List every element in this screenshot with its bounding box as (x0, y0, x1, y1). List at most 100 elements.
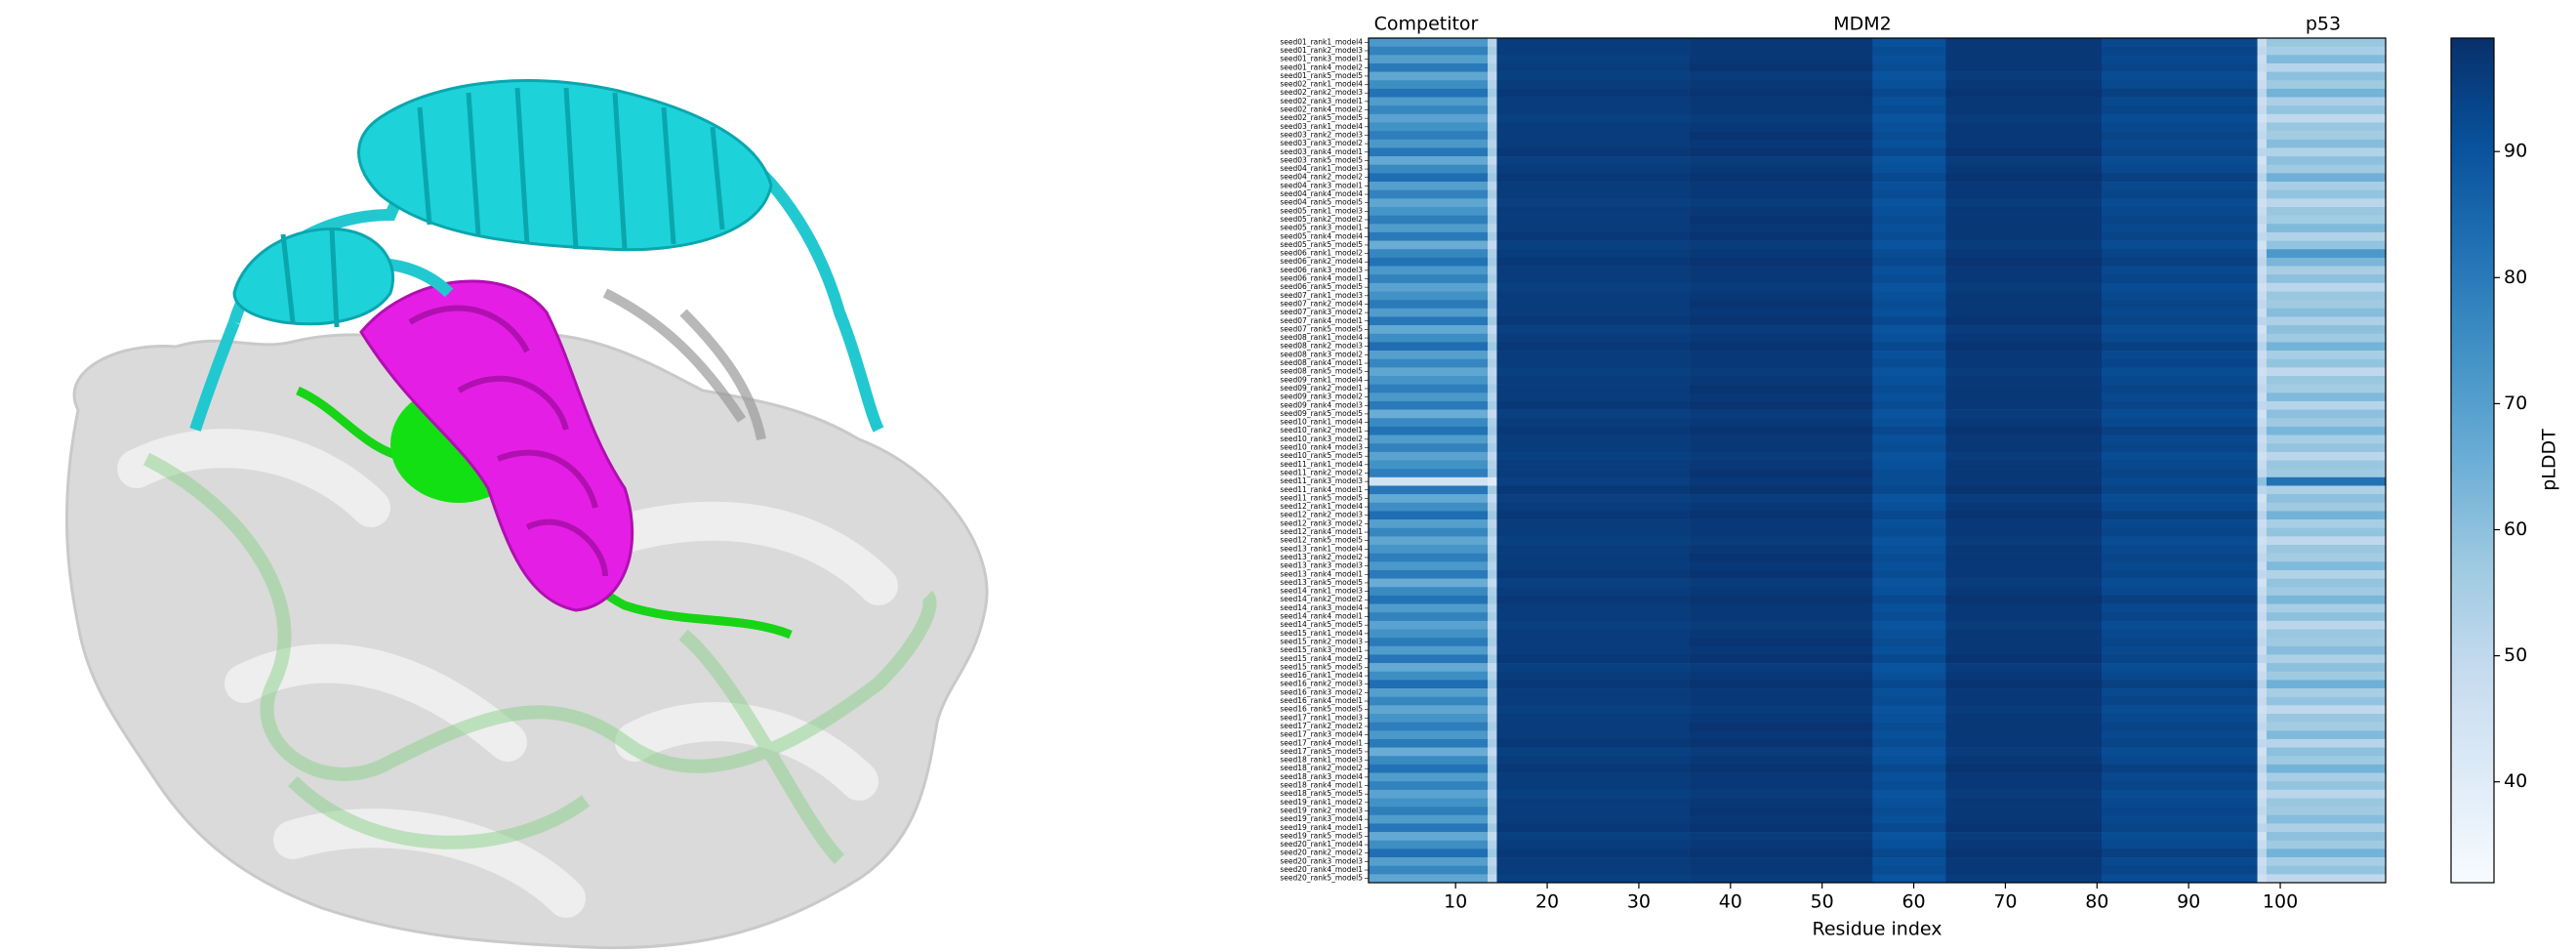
heatmap-cell (1690, 494, 1873, 503)
heatmap-cell (1496, 494, 1689, 503)
heatmap-cell (1496, 418, 1689, 427)
heatmap-cell (2102, 63, 2258, 72)
heatmap-cell (2267, 857, 2386, 866)
heatmap-cell (2258, 267, 2268, 275)
heatmap-cell (1945, 156, 2102, 165)
heatmap-cell (1369, 385, 1488, 393)
heatmap-cell (1872, 334, 1945, 343)
heatmap-cell (2258, 38, 2268, 47)
heatmap-cell (1369, 249, 1488, 258)
heatmap-cell (1496, 165, 1689, 174)
heatmap-cell (2267, 561, 2386, 570)
heatmap-cell (1872, 621, 1945, 630)
heatmap-cell (1690, 316, 1873, 325)
y-tick-label: seed07_rank2_model4 (1280, 299, 1363, 308)
heatmap-cell (1369, 874, 1488, 883)
heatmap-cell (2102, 80, 2258, 89)
heatmap-cell (1945, 63, 2102, 72)
heatmap-cell (2267, 334, 2386, 343)
heatmap-cell (1690, 638, 1873, 646)
y-tick-label: seed09_rank1_model4 (1280, 375, 1363, 384)
heatmap-cell (1369, 654, 1488, 663)
heatmap-cell (1690, 723, 1873, 731)
heatmap-cell (1690, 72, 1873, 81)
heatmap-cell (1369, 723, 1488, 731)
heatmap-cell (2267, 485, 2386, 494)
heatmap-cell (1488, 554, 1497, 562)
heatmap-cell (1369, 427, 1488, 435)
heatmap-cell (1872, 781, 1945, 790)
heatmap-cell (1496, 773, 1689, 782)
heatmap-cell (1488, 55, 1497, 63)
heatmap-cell (2267, 351, 2386, 359)
heatmap-cell (1369, 561, 1488, 570)
heatmap-cell (1496, 705, 1689, 714)
y-tick-label: seed15_rank5_model5 (1280, 662, 1363, 671)
heatmap-cell (2258, 705, 2268, 714)
heatmap-cell (1496, 765, 1689, 773)
heatmap-cell (2267, 536, 2386, 545)
heatmap-cell (1369, 38, 1488, 47)
heatmap-cell (1496, 232, 1689, 241)
heatmap-cell (1872, 274, 1945, 283)
heatmap-cell (1872, 123, 1945, 132)
heatmap-cell (1488, 730, 1497, 739)
heatmap-cell (1496, 688, 1689, 697)
heatmap-cell (1369, 841, 1488, 849)
heatmap-cell (1872, 663, 1945, 672)
heatmap-cell (1496, 841, 1689, 849)
heatmap-cell (1496, 258, 1689, 267)
heatmap-cell (2102, 300, 2258, 309)
heatmap-cell (1496, 807, 1689, 815)
heatmap-cell (1369, 621, 1488, 630)
heatmap-cell (1872, 799, 1945, 807)
heatmap-cell (1369, 418, 1488, 427)
y-tick-label: seed18_rank2_model2 (1280, 764, 1363, 772)
heatmap-cell (2267, 385, 2386, 393)
heatmap-cell (1496, 519, 1689, 528)
heatmap-cell (2102, 131, 2258, 140)
heatmap-cell (1496, 545, 1689, 554)
heatmap-cell (1872, 385, 1945, 393)
heatmap-cell (1488, 799, 1497, 807)
heatmap-cell (2267, 714, 2386, 723)
heatmap-cell (1369, 241, 1488, 250)
heatmap-cell (2267, 274, 2386, 283)
heatmap-cell (1488, 528, 1497, 537)
heatmap-cell (1496, 874, 1689, 883)
heatmap-cell (1496, 359, 1689, 368)
heatmap-cell (2102, 461, 2258, 470)
heatmap-cell (1872, 570, 1945, 579)
heatmap-cell (2267, 300, 2386, 309)
heatmap-cell (1945, 114, 2102, 123)
region-label: Competitor (1374, 14, 1479, 35)
heatmap-cell (2267, 156, 2386, 165)
heatmap-cell (1872, 105, 1945, 114)
heatmap-cell (1872, 182, 1945, 190)
y-tick-label: seed19_rank2_model3 (1280, 806, 1363, 814)
heatmap-cell (2102, 815, 2258, 824)
heatmap-cell (1872, 697, 1945, 706)
heatmap-cell (1369, 832, 1488, 841)
heatmap-cell (1488, 477, 1497, 486)
heatmap-cell (2102, 47, 2258, 56)
heatmap-cell (1369, 156, 1488, 165)
heatmap-cell (2102, 630, 2258, 639)
heatmap-cell (1488, 832, 1497, 841)
heatmap-cell (2258, 325, 2268, 334)
y-tick-label: seed20_rank3_model3 (1280, 856, 1363, 865)
heatmap-cell (1369, 47, 1488, 56)
y-tick-label: seed02_rank4_model2 (1280, 105, 1363, 114)
colorbar-label: pLDDT (2539, 429, 2560, 491)
heatmap-cell (1496, 503, 1689, 512)
heatmap-cell (1872, 316, 1945, 325)
heatmap-cell (1369, 705, 1488, 714)
heatmap-cell (1369, 224, 1488, 232)
heatmap-cell (1872, 140, 1945, 148)
heatmap-cell (1496, 579, 1689, 588)
heatmap-cell (1872, 207, 1945, 216)
heatmap-cell (2267, 494, 2386, 503)
heatmap-cell (2102, 638, 2258, 646)
heatmap-cell (2267, 325, 2386, 334)
y-tick-label: seed08_rank2_model3 (1280, 342, 1363, 351)
